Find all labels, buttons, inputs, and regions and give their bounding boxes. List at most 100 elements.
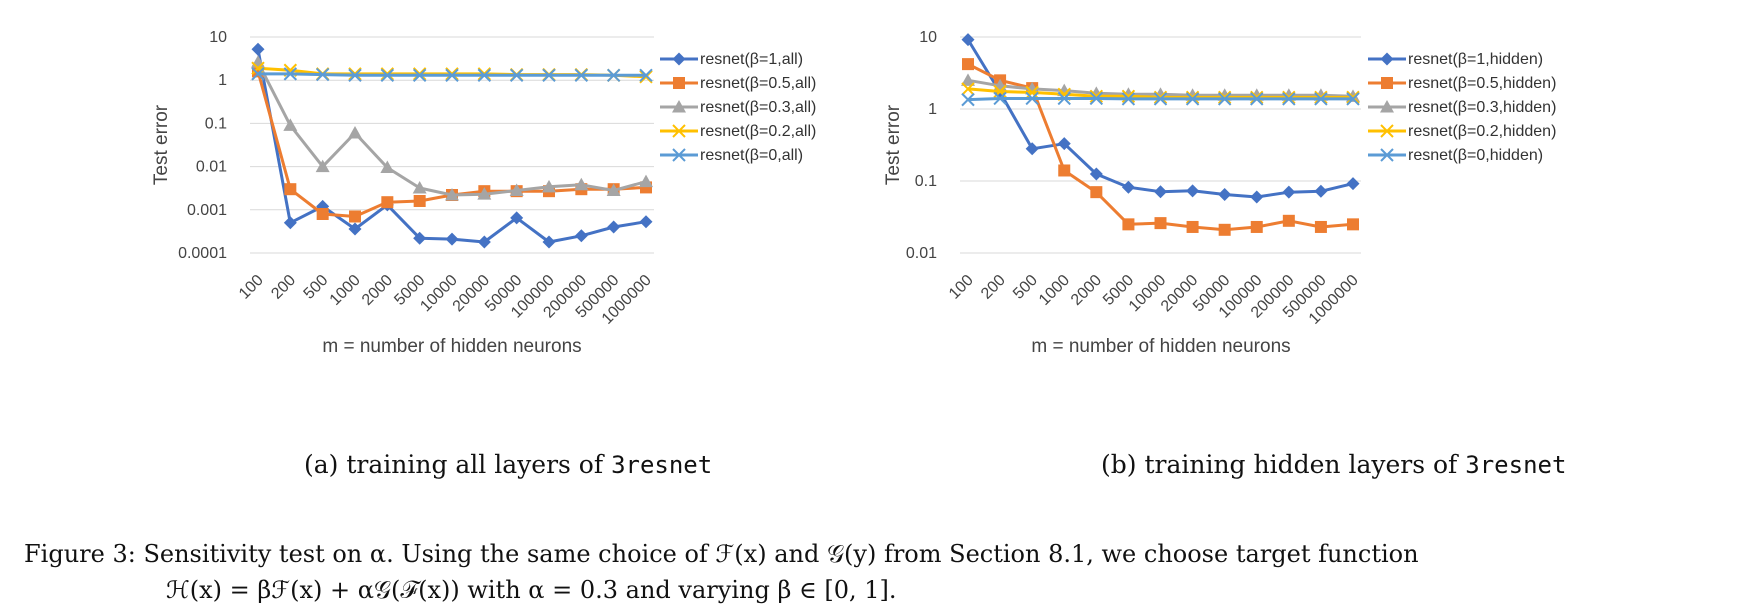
data-point bbox=[509, 183, 524, 196]
y-tick-label: 10 bbox=[209, 29, 227, 46]
y-axis-title: Test error bbox=[151, 104, 172, 185]
series-line bbox=[966, 38, 1354, 199]
y-axis-title: Test error bbox=[883, 104, 904, 185]
data-point bbox=[283, 216, 297, 230]
data-point bbox=[1314, 220, 1327, 233]
legend: resnet(β=1,all) resnet(β=0.5,all) resnet(β… bbox=[660, 51, 816, 164]
data-point bbox=[445, 188, 459, 201]
data-point bbox=[1314, 184, 1328, 198]
subcaption-b: (b) training hidden layers of 3resnet bbox=[1101, 450, 1566, 479]
legend-marker bbox=[1380, 124, 1394, 138]
data-point bbox=[315, 67, 330, 82]
data-point bbox=[1089, 91, 1104, 106]
data-point bbox=[1346, 177, 1360, 191]
data-point bbox=[1346, 92, 1360, 106]
data-point bbox=[477, 68, 492, 82]
legend-marker bbox=[672, 100, 686, 113]
data-point bbox=[1250, 92, 1264, 106]
data-point bbox=[1153, 92, 1168, 106]
legend-label: resnet(β=0,hidden) bbox=[1408, 147, 1543, 164]
data-point bbox=[961, 82, 975, 96]
data-point bbox=[445, 68, 459, 82]
x-tick-label: 1000 bbox=[327, 272, 364, 309]
data-point bbox=[542, 235, 556, 249]
data-point bbox=[413, 231, 427, 245]
data-point bbox=[1250, 90, 1264, 105]
data-point bbox=[961, 92, 975, 107]
data-point bbox=[993, 91, 1007, 106]
series-1 bbox=[962, 58, 1359, 236]
x-tick-label: 2000 bbox=[1068, 272, 1105, 309]
legend-label: resnet(β=0.2,all) bbox=[700, 123, 816, 140]
data-point bbox=[1282, 92, 1296, 106]
data-point bbox=[606, 183, 621, 196]
legend-marker bbox=[1380, 52, 1394, 66]
x-axis-title: m = number of hidden neurons bbox=[1031, 336, 1290, 357]
data-point bbox=[639, 68, 653, 82]
data-point bbox=[284, 183, 297, 196]
figure-caption-line-1: Figure 3: Sensitivity test on α. Using t… bbox=[24, 540, 1419, 568]
data-point bbox=[1089, 89, 1104, 104]
data-point bbox=[412, 68, 427, 82]
data-point bbox=[316, 207, 329, 220]
y-tick-label: 0.0001 bbox=[178, 245, 227, 262]
data-point bbox=[1346, 90, 1360, 105]
data-point bbox=[251, 55, 265, 68]
subcaption-a: (a) training all layers of 3resnet bbox=[304, 450, 712, 479]
series-4 bbox=[251, 67, 653, 82]
data-point bbox=[962, 58, 974, 71]
legend-label: resnet(β=1,hidden) bbox=[1408, 51, 1543, 68]
data-point bbox=[574, 68, 589, 82]
data-point bbox=[1057, 137, 1071, 151]
legend-label: resnet(β=0,all) bbox=[700, 147, 803, 164]
data-point bbox=[1250, 220, 1263, 233]
data-point bbox=[607, 220, 621, 234]
y-tick-label: 10 bbox=[919, 29, 937, 46]
series-2 bbox=[251, 55, 653, 201]
series-0 bbox=[961, 33, 1360, 204]
y-tick-label: 0.01 bbox=[906, 245, 937, 262]
data-point bbox=[381, 196, 394, 209]
data-point bbox=[380, 160, 395, 174]
data-point bbox=[412, 180, 427, 194]
series-4 bbox=[961, 91, 1360, 107]
y-tick-label: 1 bbox=[218, 72, 227, 89]
data-point bbox=[283, 118, 298, 131]
data-point bbox=[349, 210, 361, 223]
y-tick-label: 0.1 bbox=[205, 115, 227, 132]
legend-label: resnet(β=0.5,all) bbox=[700, 75, 816, 92]
data-point bbox=[1154, 217, 1167, 230]
data-point bbox=[1121, 92, 1136, 106]
data-point bbox=[1250, 190, 1264, 204]
subcaption-b-code: 3resnet bbox=[1465, 451, 1566, 479]
data-point bbox=[509, 68, 524, 82]
legend-marker bbox=[673, 77, 685, 89]
x-tick-label: 2000 bbox=[359, 272, 396, 309]
data-point bbox=[413, 194, 426, 207]
series-line bbox=[256, 61, 647, 197]
data-point bbox=[1090, 186, 1103, 199]
y-tick-label: 0.1 bbox=[915, 173, 937, 190]
data-point bbox=[348, 125, 362, 139]
data-point bbox=[380, 68, 395, 82]
x-tick-label: 200 bbox=[268, 272, 299, 303]
series-line bbox=[256, 49, 647, 244]
data-point bbox=[1185, 92, 1200, 106]
data-point bbox=[1025, 91, 1039, 106]
legend-marker bbox=[672, 124, 686, 138]
data-point bbox=[542, 179, 556, 193]
data-point bbox=[315, 159, 330, 173]
data-point bbox=[1089, 167, 1103, 181]
data-point bbox=[542, 68, 556, 82]
data-point bbox=[639, 174, 653, 188]
data-point bbox=[574, 229, 588, 243]
data-point bbox=[574, 177, 589, 191]
legend-marker bbox=[672, 148, 686, 162]
legend-marker bbox=[1381, 77, 1393, 89]
data-point bbox=[1186, 220, 1199, 233]
data-point bbox=[1121, 180, 1135, 194]
data-point bbox=[251, 67, 265, 81]
data-point bbox=[1122, 218, 1135, 231]
